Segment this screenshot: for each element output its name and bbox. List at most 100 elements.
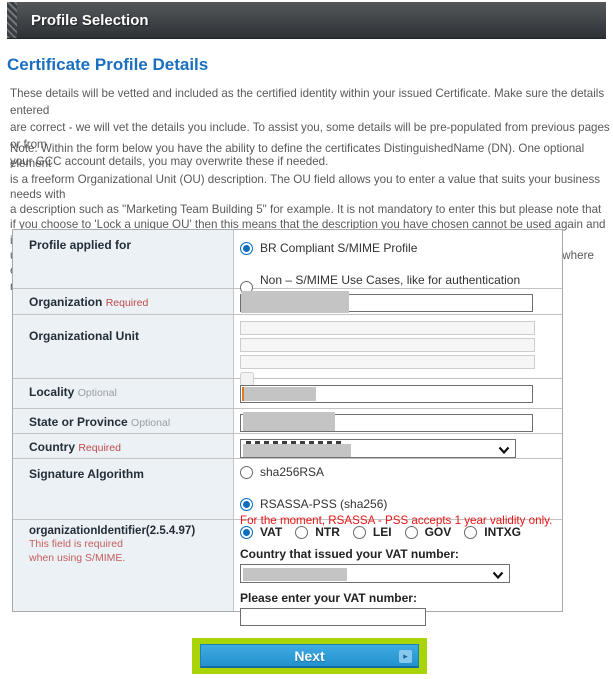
next-button[interactable]: Next ▸: [200, 644, 419, 668]
org-identifier-label-cell: organizationIdentifier(2.5.4.97) This fi…: [13, 520, 234, 611]
country-value-cell: [234, 434, 562, 458]
intro-line: are correct - we will vet the details yo…: [10, 121, 610, 151]
state-optional-flag: Optional: [131, 417, 171, 429]
org-identifier-label: organizationIdentifier(2.5.4.97): [29, 525, 196, 537]
rsassa-validity-warning: For the moment, RSASSA - PSS accepts 1 y…: [240, 514, 553, 527]
radio-label: RSASSA-PSS (sha256): [260, 497, 388, 511]
radio-intxg[interactable]: INTXG: [464, 525, 521, 539]
row-state-or-province: State or Province Optional: [13, 408, 562, 433]
locality-label: Locality: [29, 385, 75, 399]
profile-applied-for-label: Profile applied for: [29, 238, 132, 252]
state-value-cell: [234, 409, 562, 433]
country-required-flag: Required: [78, 442, 121, 454]
intro-line: your GCC account details, you may overwr…: [10, 155, 329, 168]
vat-number-input[interactable]: [240, 608, 426, 626]
radio-gov[interactable]: GOV: [404, 525, 452, 539]
row-organizational-unit: Organizational Unit: [13, 314, 562, 386]
state-label: State or Province: [29, 415, 128, 429]
vat-country-select[interactable]: [240, 564, 510, 583]
identifier-type-options: VAT NTR LEI GOV: [240, 525, 556, 539]
header-bar: Profile Selection: [7, 2, 606, 39]
redacted-value: [243, 412, 335, 431]
radio-label: GOV: [424, 525, 452, 539]
note-line: a description such as "Marketing Team Bu…: [10, 203, 602, 217]
radio-label: NTR: [315, 525, 340, 539]
org-identifier-note-line2: when using S/MIME.: [29, 552, 126, 564]
text-caret: [242, 387, 244, 401]
country-select[interactable]: [240, 439, 516, 458]
locality-input[interactable]: [240, 385, 533, 403]
redacted-value: [241, 291, 349, 313]
org-identifier-note-line1: This field is required: [29, 538, 123, 550]
note-line: Note. Within the form below you have the…: [10, 142, 585, 171]
signature-value-cell: sha256RSA RSASSA-PSS (sha256) For the mo…: [234, 459, 562, 527]
state-input[interactable]: [240, 412, 533, 432]
radio-label: INTXG: [484, 525, 521, 539]
profile-applied-for-value-cell: BR Compliant S/MIME Profile Non – S/MIME…: [234, 230, 562, 301]
organizational-unit-value-cell: [234, 315, 562, 386]
radio-ntr[interactable]: NTR: [295, 525, 340, 539]
chevron-down-icon: [498, 444, 510, 458]
profile-applied-for-label-cell: Profile applied for: [13, 230, 234, 288]
radio-unselected-icon[interactable]: [464, 525, 478, 539]
radio-unselected-icon[interactable]: [295, 525, 309, 539]
organization-label-cell: Organization Required: [13, 289, 234, 314]
radio-selected-icon[interactable]: [240, 241, 253, 255]
organization-label: Organization: [29, 295, 103, 309]
redacted-value: [243, 444, 351, 457]
intro-paragraph: These details will be vetted and include…: [10, 85, 613, 170]
radio-label: sha256RSA: [260, 465, 325, 479]
row-organization: Organization Required: [13, 288, 562, 314]
row-locality: Locality Optional: [13, 378, 562, 408]
row-country: Country Required: [13, 433, 562, 458]
next-button-highlight: Next ▸: [192, 638, 427, 674]
org-identifier-value-cell: VAT NTR LEI GOV: [234, 520, 562, 626]
organizational-unit-input-3[interactable]: [240, 355, 535, 369]
radio-rsassa-pss[interactable]: RSASSA-PSS (sha256): [240, 497, 556, 511]
radio-label: LEI: [372, 525, 392, 539]
redacted-text-tops: [246, 441, 342, 444]
radio-lei[interactable]: LEI: [352, 525, 392, 539]
signature-label: Signature Algorithm: [29, 467, 144, 481]
radio-selected-icon[interactable]: [240, 497, 253, 511]
locality-optional-flag: Optional: [77, 387, 117, 399]
organizational-unit-label-cell: Organizational Unit: [13, 315, 234, 378]
organizational-unit-input-2[interactable]: [240, 338, 535, 352]
radio-selected-icon[interactable]: [240, 525, 253, 539]
row-signature-algorithm: Signature Algorithm sha256RSA RSASSA-PSS…: [13, 458, 562, 527]
radio-label: VAT: [260, 525, 283, 539]
vat-number-label: Please enter your VAT number:: [240, 591, 417, 605]
state-label-cell: State or Province Optional: [13, 409, 234, 433]
note-line: is a freeform Organizational Unit (OU) d…: [10, 172, 601, 201]
radio-sha256rsa[interactable]: sha256RSA: [240, 465, 556, 479]
locality-value-cell: [234, 379, 562, 408]
radio-unselected-icon[interactable]: [352, 525, 366, 539]
locality-label-cell: Locality Optional: [13, 379, 234, 408]
next-arrow-icon: ▸: [399, 650, 412, 663]
radio-vat[interactable]: VAT: [240, 525, 282, 539]
row-profile-applied-for: Profile applied for BR Compliant S/MIME …: [13, 230, 562, 301]
organization-required-flag: Required: [105, 297, 149, 309]
header-hatch-accent: [7, 2, 17, 38]
signature-label-cell: Signature Algorithm: [13, 459, 234, 519]
radio-unselected-icon[interactable]: [240, 465, 253, 479]
vat-country-label: Country that issued your VAT number:: [240, 547, 459, 561]
redacted-value: [244, 387, 316, 401]
organization-input[interactable]: [240, 291, 533, 313]
country-label: Country: [29, 440, 75, 454]
radio-unselected-icon[interactable]: [404, 525, 418, 539]
header-title: Profile Selection: [31, 11, 149, 29]
intro-line: These details will be vetted and include…: [10, 87, 605, 117]
page-title: Certificate Profile Details: [7, 55, 209, 74]
certificate-profile-form: Profile applied for BR Compliant S/MIME …: [12, 229, 563, 626]
radio-label: BR Compliant S/MIME Profile: [260, 241, 418, 255]
country-label-cell: Country Required: [13, 434, 234, 458]
redacted-value: [243, 568, 347, 581]
row-organization-identifier: organizationIdentifier(2.5.4.97) This fi…: [13, 519, 562, 626]
organizational-unit-label: Organizational Unit: [29, 329, 140, 343]
chevron-down-icon: [492, 569, 504, 583]
next-button-label: Next: [294, 647, 325, 664]
radio-br-compliant-smime[interactable]: BR Compliant S/MIME Profile: [240, 241, 556, 255]
organizational-unit-input-1[interactable]: [240, 321, 535, 335]
